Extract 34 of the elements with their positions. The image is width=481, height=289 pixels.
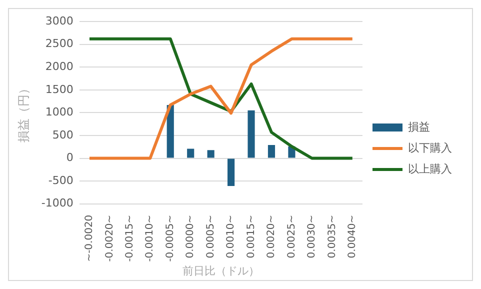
y-tick-label: 3000 (45, 14, 74, 28)
x-tick-label: 0.0030~ (306, 214, 318, 258)
bar (187, 148, 194, 158)
legend-label: 以下購入 (408, 141, 452, 154)
y-axis-title: 損益（円） (16, 82, 30, 143)
y-tick-label: 0 (66, 151, 74, 164)
x-tick-label: -0.0020~ (104, 214, 116, 262)
y-tick-label: 2500 (45, 37, 74, 50)
y-tick-label: -1000 (41, 196, 74, 210)
y-tick-label: -500 (48, 174, 74, 187)
bar (248, 110, 255, 158)
bar (228, 158, 235, 186)
x-tick-label: 0.0010~ (226, 214, 237, 258)
y-tick-label: 500 (52, 128, 74, 142)
bar (207, 150, 214, 158)
x-tick-label: 0.0040~ (346, 214, 358, 258)
x-tick-label: -0.0010~ (144, 214, 156, 262)
x-tick-label: ~-0.0020 (84, 214, 96, 262)
legend-label: 損益 (408, 120, 430, 134)
legend-label: 以上購入 (408, 162, 452, 176)
x-tick-label: 0.0015~ (246, 214, 257, 258)
y-tick-label: 2000 (45, 60, 74, 74)
x-tick-label: 0.0005~ (205, 214, 216, 258)
x-tick-label: 0.0020~ (266, 214, 278, 258)
y-tick-label: 1000 (45, 106, 74, 119)
x-tick-label: -0.0005~ (164, 214, 176, 262)
x-tick-label: -0.0015~ (124, 214, 136, 262)
bar (268, 145, 276, 158)
x-tick-label: 0.0035~ (326, 214, 338, 258)
x-tick-label: 0.0000~ (185, 214, 196, 258)
x-axis-title: 前日比（ドル） (182, 264, 260, 278)
y-tick-label: 1500 (45, 82, 74, 96)
x-tick-label: 0.0025~ (286, 214, 298, 258)
bar (166, 104, 174, 158)
